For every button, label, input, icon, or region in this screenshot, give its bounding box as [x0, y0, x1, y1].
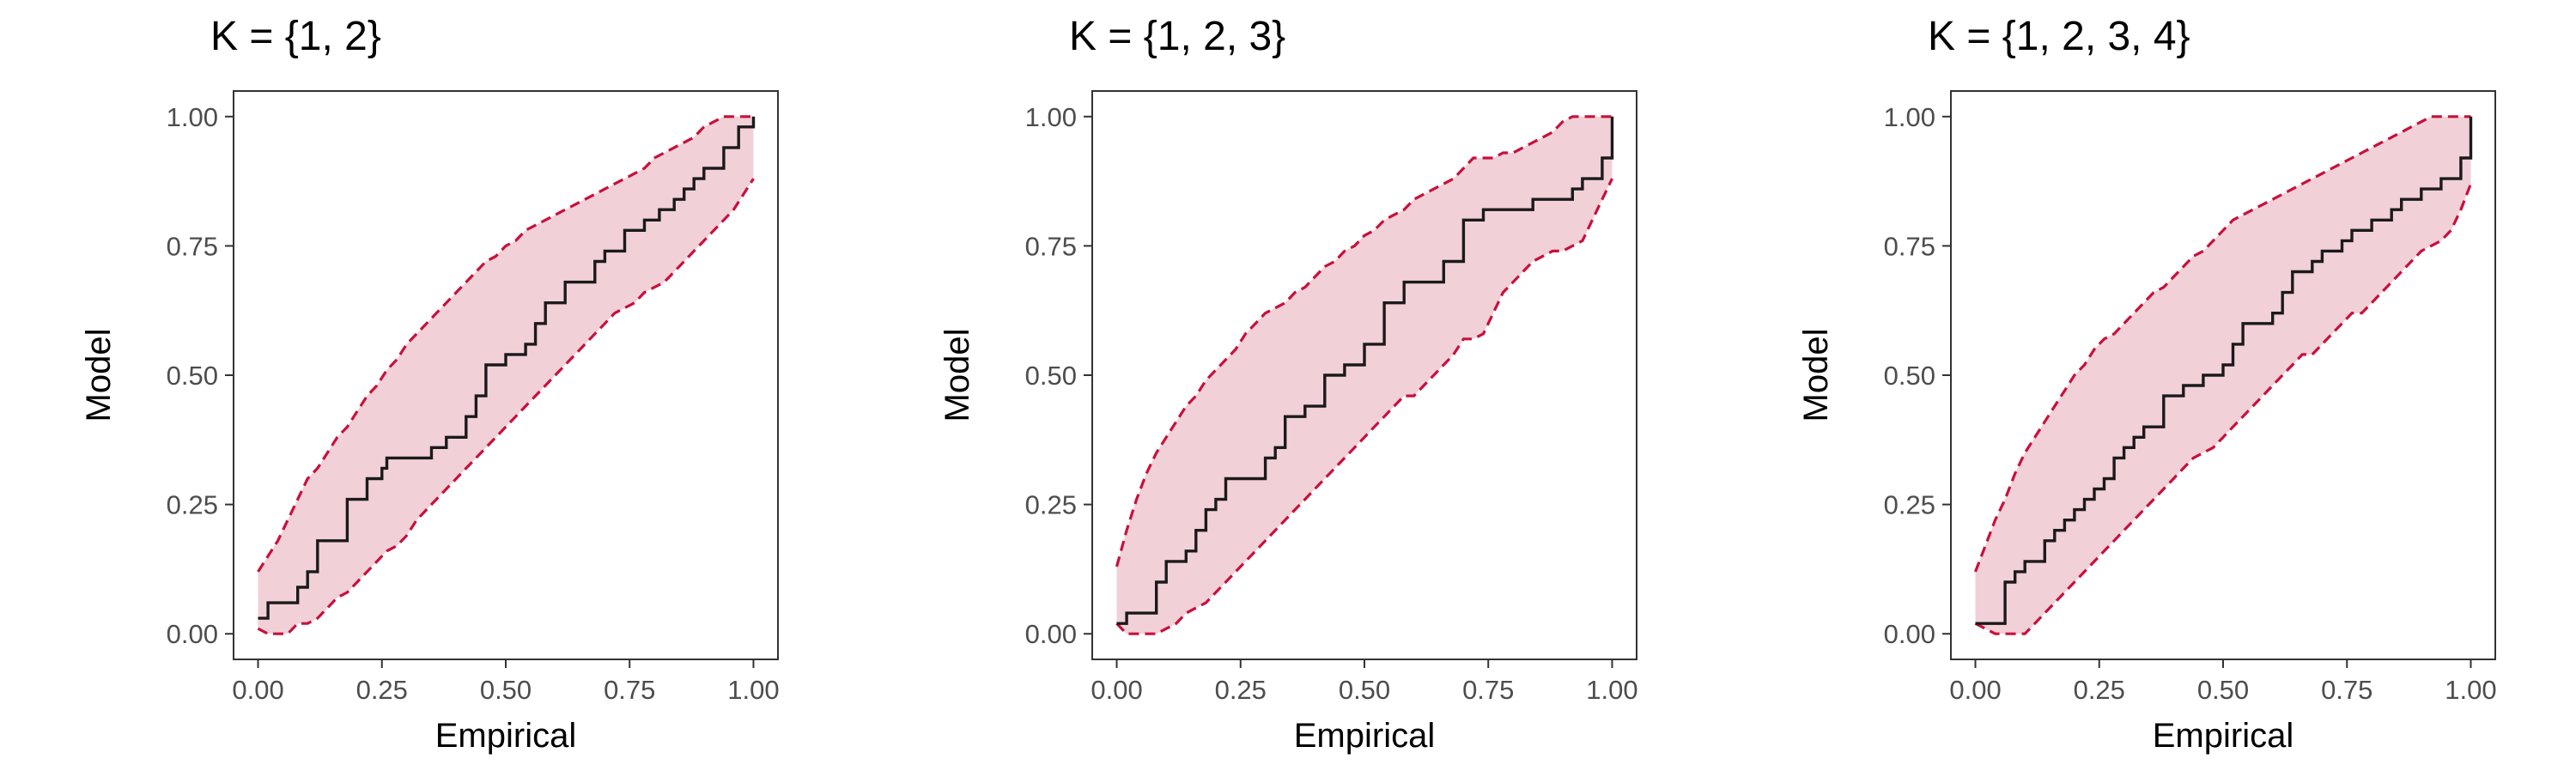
chart-svg: 0.00 0.25 0.50 0.75 1.00 0.00 0.25 0.50 0.75 1.00…	[80, 14, 780, 755]
x-tick-label: 0.50	[1339, 675, 1390, 705]
band-upper-line	[257, 115, 754, 573]
x-tick-label: 0.25	[1215, 675, 1267, 705]
chart-title: K = {1, 2}	[210, 14, 381, 59]
x-tick-label: 0.00	[232, 675, 283, 705]
x-tick-label: 0.25	[2074, 675, 2125, 705]
x-tick-label: 0.00	[1949, 675, 2001, 705]
chart-panel-3: 0.00 0.25 0.50 0.75 1.00 0.00 0.25 0.50 0.75 1.00…	[1717, 0, 2576, 773]
x-axis-label: Empirical	[2153, 717, 2293, 755]
y-tick-label: 0.00	[1025, 619, 1077, 649]
y-tick-label: 0.25	[1884, 490, 1935, 520]
x-tick-label: 1.00	[1586, 675, 1637, 705]
y-tick-label: 0.75	[1025, 231, 1077, 261]
x-tick-label: 0.00	[1091, 675, 1142, 705]
y-axis-label: Model	[939, 329, 976, 422]
x-tick-label: 0.75	[2321, 675, 2372, 705]
y-tick-label: 0.00	[167, 619, 218, 649]
y-tick-label: 0.75	[1884, 231, 1935, 261]
y-tick-label: 0.75	[167, 231, 218, 261]
step-line	[258, 116, 756, 620]
chart-title: K = {1, 2, 3, 4}	[1928, 14, 2190, 59]
x-tick-label: 0.75	[604, 675, 655, 705]
y-axis-label: Model	[80, 329, 118, 422]
x-tick-label: 0.25	[356, 675, 408, 705]
band-upper-line	[1115, 115, 1613, 568]
y-tick-label: 0.50	[1025, 361, 1077, 391]
chart-panel-2: 0.00 0.25 0.50 0.75 1.00 0.00 0.25 0.50 0.75 1.00…	[859, 0, 1717, 773]
x-tick-label: 0.50	[480, 675, 532, 705]
y-tick-label: 0.50	[1884, 361, 1935, 391]
chart-svg: 0.00 0.25 0.50 0.75 1.00 0.00 0.25 0.50 0.75 1.00…	[939, 14, 1638, 755]
y-axis-label: Model	[1797, 329, 1835, 422]
chart-panel-1: 0.00 0.25 0.50 0.75 1.00 0.00 0.25 0.50 0.75 1.00…	[0, 0, 859, 773]
confidence-band-fill	[258, 116, 754, 634]
band-lower-line	[1974, 183, 2472, 635]
y-tick-label: 0.25	[1025, 490, 1077, 520]
step-line	[1116, 116, 1614, 625]
x-tick-label: 1.00	[727, 675, 779, 705]
chart-title: K = {1, 2, 3}	[1069, 14, 1285, 59]
band-lower-line	[1115, 178, 1613, 635]
y-tick-label: 0.25	[167, 490, 218, 520]
y-tick-label: 1.00	[1025, 102, 1077, 132]
y-tick-label: 0.00	[1884, 619, 1935, 649]
y-tick-label: 1.00	[1884, 102, 1935, 132]
x-tick-label: 0.50	[2197, 675, 2249, 705]
chart-svg: 0.00 0.25 0.50 0.75 1.00 0.00 0.25 0.50 0.75 1.00…	[1797, 14, 2497, 755]
step-line	[1975, 116, 2473, 625]
x-axis-label: Empirical	[1294, 717, 1435, 755]
y-tick-label: 0.50	[167, 361, 218, 391]
x-axis-label: Empirical	[435, 717, 576, 755]
y-tick-label: 1.00	[167, 102, 218, 132]
x-tick-label: 1.00	[2445, 675, 2496, 705]
band-upper-line	[1974, 115, 2471, 573]
x-tick-label: 0.75	[1462, 675, 1514, 705]
confidence-band-fill	[1116, 116, 1613, 634]
band-lower-line	[257, 178, 755, 635]
